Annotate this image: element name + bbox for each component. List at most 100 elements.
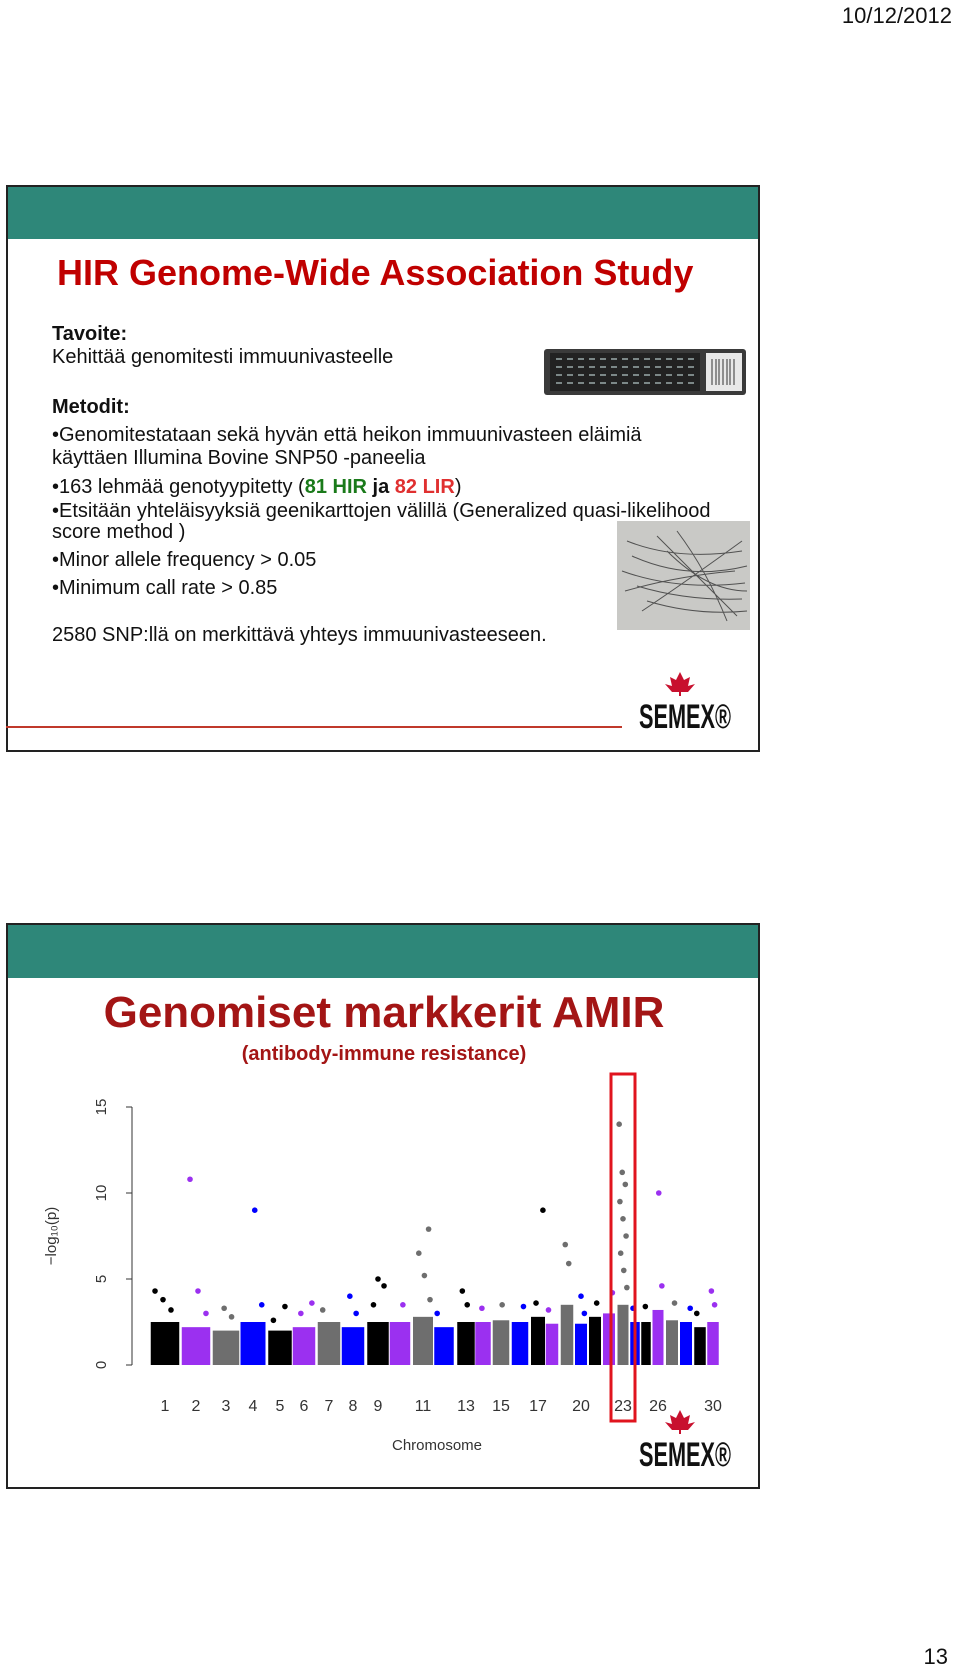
snp-point	[711, 1302, 718, 1308]
x-tick-label: 26	[649, 1398, 667, 1415]
snp-point	[298, 1310, 304, 1317]
bulk-column	[575, 1323, 587, 1365]
bulk-column	[413, 1316, 433, 1365]
x-tick-label: 5	[276, 1398, 285, 1415]
snp-point	[533, 1300, 539, 1306]
snp-point	[427, 1296, 433, 1303]
bulk-column	[268, 1330, 292, 1365]
x-tick-label: 2	[192, 1398, 201, 1415]
bulk-column	[389, 1322, 411, 1365]
bulk-column	[212, 1330, 240, 1365]
x-tick-label: 8	[349, 1398, 358, 1415]
bullet: •Minimum call rate > 0.85	[52, 577, 278, 599]
snp-point	[622, 1181, 629, 1188]
logo-text: SEMEX®	[639, 1436, 731, 1470]
snp-point	[499, 1302, 505, 1308]
x-tick-label: 23	[614, 1398, 632, 1415]
snp-point	[375, 1276, 381, 1282]
x-tick-label: 13	[457, 1398, 475, 1415]
snp-point	[581, 1310, 588, 1317]
bulk-column	[292, 1327, 316, 1365]
y-tick-label: 15	[93, 1099, 110, 1116]
hair-image	[617, 521, 750, 630]
x-tick-label: 17	[529, 1398, 547, 1415]
bulk-column	[341, 1327, 365, 1365]
highlight-box	[609, 1072, 637, 1423]
snp-point	[693, 1310, 700, 1317]
snp-point	[708, 1288, 715, 1294]
snp-point	[282, 1303, 288, 1310]
y-tick-label: 10	[93, 1185, 110, 1202]
snp-point	[562, 1241, 569, 1248]
goal-label: Tavoite:	[52, 323, 128, 345]
snp-point	[251, 1207, 258, 1213]
header-bar	[8, 925, 758, 978]
snp-point	[221, 1305, 227, 1312]
chip-image	[544, 349, 746, 395]
x-tick-label: 1	[161, 1398, 170, 1415]
snp-point	[434, 1310, 440, 1317]
bulk-column	[531, 1316, 545, 1365]
slide-title: Genomiset markkerit AMIR	[103, 988, 665, 1037]
bulk-column	[492, 1320, 510, 1365]
snp-point	[642, 1303, 649, 1310]
text: )	[454, 476, 462, 498]
date: 10/12/2012	[841, 3, 952, 28]
snp-point	[152, 1288, 158, 1294]
x-tick-label: 30	[704, 1398, 722, 1415]
snp-point	[464, 1302, 471, 1308]
bullet: •Minor allele frequency > 0.05	[52, 549, 317, 571]
snp-point	[540, 1207, 546, 1213]
bulk-column	[680, 1322, 692, 1365]
snp-point	[309, 1300, 315, 1306]
logo: SEMEX®	[639, 672, 731, 732]
snp-point	[617, 1250, 624, 1256]
bullet: •Etsitään yhteläisyyksiä geenikarttojen …	[52, 500, 711, 543]
snp-point	[623, 1233, 629, 1239]
snp-point	[578, 1293, 584, 1299]
bulk-column	[545, 1323, 559, 1365]
result: 2580 SNP:llä on merkittävä yhteys immuun…	[52, 624, 547, 646]
bulk-column	[457, 1322, 475, 1365]
bulk-column	[641, 1322, 651, 1365]
snp-point	[347, 1293, 353, 1299]
snp-point	[187, 1176, 193, 1183]
bulk-column	[694, 1327, 706, 1365]
bulk-column	[617, 1304, 629, 1365]
snp-point	[228, 1314, 235, 1320]
snp-point	[416, 1250, 422, 1256]
snp-point	[459, 1288, 466, 1294]
snp-point	[619, 1169, 626, 1176]
hir-count: 81 HIR	[304, 476, 367, 498]
bulk-column	[317, 1322, 341, 1365]
bulk-column	[666, 1320, 678, 1365]
snp-point	[258, 1302, 265, 1308]
y-axis-label: −log₁₀(p)	[43, 1207, 60, 1265]
bulk-column	[181, 1327, 211, 1365]
bulk-column	[434, 1327, 454, 1365]
snp-point	[655, 1190, 662, 1196]
snp-point	[624, 1284, 630, 1291]
logo-text: SEMEX®	[639, 698, 731, 732]
snp-point	[671, 1300, 678, 1306]
lir-count: 82 LIR	[394, 476, 455, 498]
bulk-column	[560, 1304, 574, 1365]
bullet: •Genomitestataan sekä hyvän että heikon …	[52, 424, 642, 469]
page-number: 13	[923, 1644, 948, 1669]
snp-point	[659, 1283, 665, 1289]
snp-point	[620, 1216, 626, 1222]
slide-title: HIR Genome-Wide Association Study	[57, 252, 694, 293]
bulk-column	[589, 1316, 601, 1365]
logo: SEMEX®	[639, 1410, 731, 1470]
bulk-column	[652, 1309, 664, 1365]
snp-point	[593, 1300, 600, 1306]
snp-point	[545, 1307, 552, 1313]
x-tick-label: 6	[300, 1398, 309, 1415]
slide-subtitle: (antibody-immune resistance)	[241, 1043, 527, 1065]
header-bar	[8, 187, 758, 239]
divider	[6, 726, 622, 728]
snp-point	[353, 1310, 359, 1317]
bulk-column	[475, 1322, 491, 1365]
